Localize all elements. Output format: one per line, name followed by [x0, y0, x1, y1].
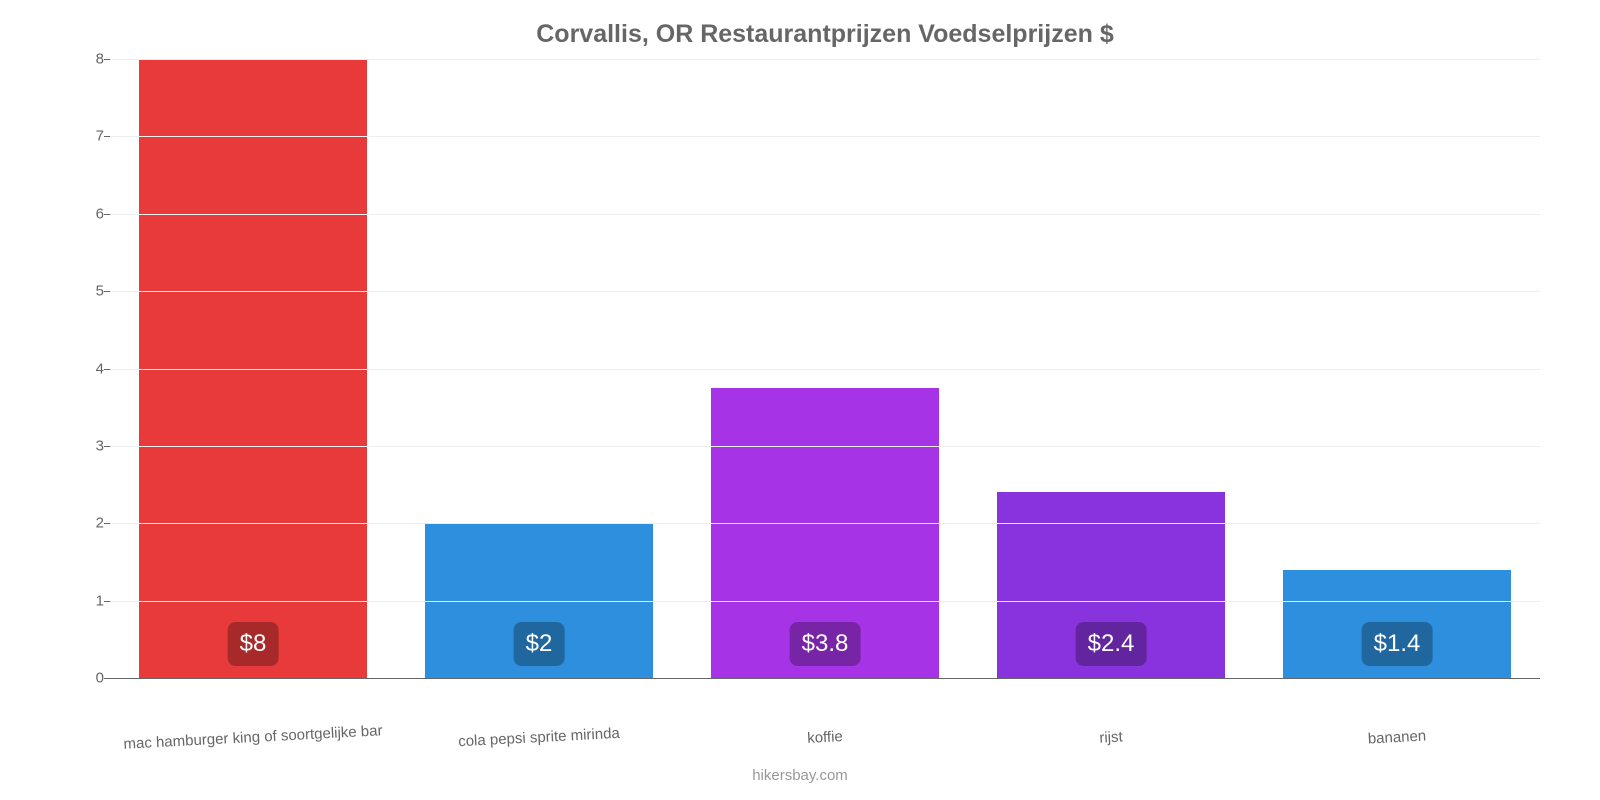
y-tick-label: 8 — [80, 51, 104, 68]
y-tick-mark — [104, 59, 110, 60]
gridline — [110, 59, 1540, 60]
gridline — [110, 601, 1540, 602]
gridline — [110, 446, 1540, 447]
bar: $3.8 — [711, 388, 940, 678]
x-axis-labels: mac hamburger king of soortgelijke barco… — [110, 729, 1540, 746]
plot-area: $8$2$3.8$2.4$1.4 012345678 — [110, 59, 1540, 679]
y-tick-mark — [104, 678, 110, 679]
y-tick-mark — [104, 369, 110, 370]
y-tick-label: 6 — [80, 205, 104, 222]
gridline — [110, 369, 1540, 370]
bar-value-label: $2.4 — [1076, 622, 1147, 666]
gridline — [110, 291, 1540, 292]
attribution-text: hikersbay.com — [0, 767, 1600, 784]
y-tick-mark — [104, 523, 110, 524]
y-tick-label: 7 — [80, 128, 104, 145]
bar-value-label: $2 — [514, 622, 565, 666]
x-tick-label: cola pepsi sprite mirinda — [396, 722, 682, 754]
gridline — [110, 136, 1540, 137]
y-tick-mark — [104, 136, 110, 137]
y-tick-label: 0 — [80, 670, 104, 687]
bar-value-label: $3.8 — [790, 622, 861, 666]
bar-value-label: $8 — [228, 622, 279, 666]
gridline — [110, 214, 1540, 215]
x-tick-label: rijst — [968, 722, 1254, 754]
y-tick-label: 4 — [80, 360, 104, 377]
x-tick-label: bananen — [1254, 722, 1540, 754]
y-tick-mark — [104, 291, 110, 292]
gridline — [110, 523, 1540, 524]
y-tick-mark — [104, 446, 110, 447]
x-tick-label: mac hamburger king of soortgelijke bar — [110, 722, 396, 754]
y-tick-label: 2 — [80, 515, 104, 532]
y-tick-mark — [104, 601, 110, 602]
bar: $2.4 — [997, 492, 1226, 678]
price-chart: Corvallis, OR Restaurantprijzen Voedselp… — [0, 0, 1600, 800]
bar-value-label: $1.4 — [1362, 622, 1433, 666]
chart-title: Corvallis, OR Restaurantprijzen Voedselp… — [110, 20, 1540, 49]
x-tick-label: koffie — [682, 722, 968, 754]
y-tick-mark — [104, 214, 110, 215]
y-tick-label: 5 — [80, 283, 104, 300]
bar: $1.4 — [1283, 570, 1512, 678]
y-tick-label: 1 — [80, 592, 104, 609]
y-tick-label: 3 — [80, 437, 104, 454]
